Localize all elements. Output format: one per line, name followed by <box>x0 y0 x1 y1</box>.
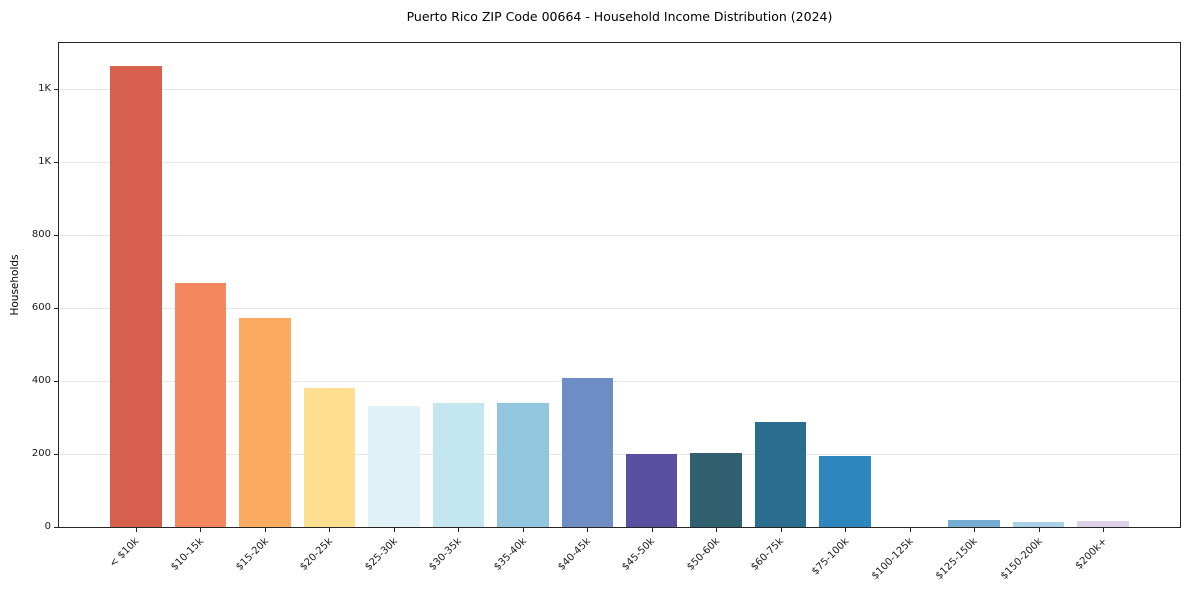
y-tick-label: 600 <box>31 302 51 313</box>
x-tick-mark <box>845 528 847 532</box>
x-tick-mark <box>200 528 202 532</box>
chart-title: Puerto Rico ZIP Code 00664 - Household I… <box>406 9 833 24</box>
y-tick-mark <box>54 162 58 163</box>
bar <box>754 422 807 527</box>
y-tick-mark <box>54 381 58 382</box>
bar <box>303 388 356 527</box>
y-tick-label: 800 <box>31 229 51 240</box>
gridline <box>59 162 1180 163</box>
bar <box>561 378 614 527</box>
gridline <box>59 308 1180 309</box>
x-tick-mark <box>1038 528 1040 532</box>
x-tick-mark <box>329 528 331 532</box>
x-tick-mark <box>974 528 976 532</box>
y-tick-mark <box>54 235 58 236</box>
y-tick-label: 200 <box>31 448 51 459</box>
x-tick-mark <box>264 528 266 532</box>
x-tick-label: $100-125k <box>869 536 916 582</box>
x-tick-mark <box>651 528 653 532</box>
y-tick-mark <box>54 527 58 528</box>
x-tick-mark <box>458 528 460 532</box>
x-tick-mark <box>909 528 911 532</box>
x-tick-mark <box>780 528 782 532</box>
bar <box>239 317 291 527</box>
x-tick-label: $10-15k <box>169 536 207 573</box>
bar <box>948 520 1000 527</box>
gridline <box>59 454 1180 455</box>
x-tick-label: $45-50k <box>620 536 658 573</box>
bar <box>110 66 162 527</box>
x-tick-label: $20-25k <box>298 536 336 573</box>
x-tick-label: $125-150k <box>934 536 980 582</box>
x-tick-label: $40-45k <box>556 536 594 573</box>
y-tick-mark <box>54 308 58 309</box>
x-tick-mark <box>522 528 524 532</box>
gridline <box>59 381 1180 382</box>
y-tick-label: 1K <box>38 156 51 167</box>
x-tick-label: < $10k <box>108 536 142 570</box>
x-tick-label: $200k+ <box>1073 536 1109 572</box>
x-tick-label: $35-40k <box>491 536 529 573</box>
x-tick-label: $15-20k <box>233 536 271 573</box>
x-tick-mark <box>1103 528 1105 532</box>
bar <box>690 452 742 527</box>
bar <box>432 403 485 527</box>
x-tick-label: $50-60k <box>685 536 722 573</box>
y-tick-mark <box>54 89 58 90</box>
x-tick-mark <box>135 528 137 532</box>
x-tick-label: $60-75k <box>749 536 787 573</box>
gridline <box>59 235 1180 236</box>
bar <box>819 455 871 527</box>
x-tick-label: $75-100k <box>809 536 851 578</box>
x-tick-label: $25-30k <box>362 536 400 573</box>
y-axis-title: Households <box>9 254 21 316</box>
bar <box>1077 520 1129 527</box>
bar <box>625 453 678 527</box>
x-tick-mark <box>587 528 589 532</box>
x-tick-mark <box>716 528 718 532</box>
y-tick-label: 0 <box>44 521 51 532</box>
y-tick-mark <box>54 454 58 455</box>
plot-area <box>58 42 1181 528</box>
x-tick-label: $150-200k <box>998 536 1045 582</box>
bar <box>1012 521 1065 527</box>
bar <box>497 402 549 527</box>
bar <box>368 406 420 527</box>
y-tick-label: 1K <box>38 83 51 94</box>
bar <box>174 283 227 527</box>
x-tick-mark <box>393 528 395 532</box>
gridline <box>59 89 1180 90</box>
y-tick-label: 400 <box>31 375 51 386</box>
x-tick-label: $30-35k <box>427 536 465 573</box>
